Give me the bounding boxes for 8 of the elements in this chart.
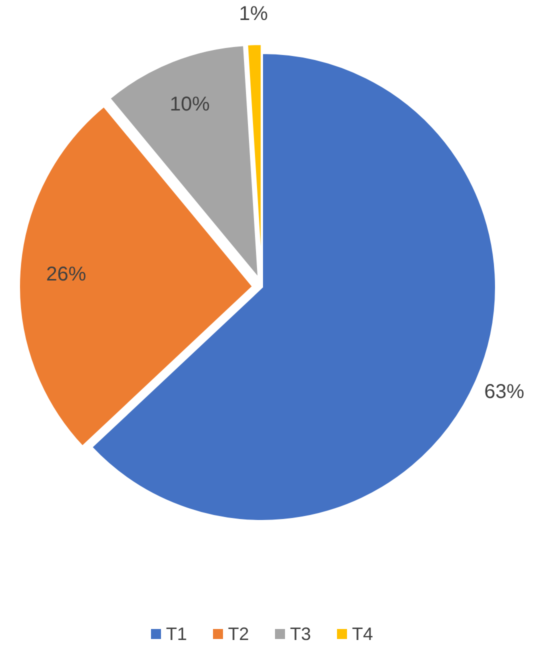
legend-label: T1 [166, 624, 188, 644]
legend-label: T2 [228, 624, 250, 644]
data-label: 63% [484, 380, 525, 403]
data-label: 10% [170, 94, 210, 116]
data-label: 26% [46, 264, 86, 286]
data-label: 1% [238, 3, 268, 26]
legend-label: T4 [352, 624, 374, 644]
legend-label: T3 [290, 624, 312, 644]
